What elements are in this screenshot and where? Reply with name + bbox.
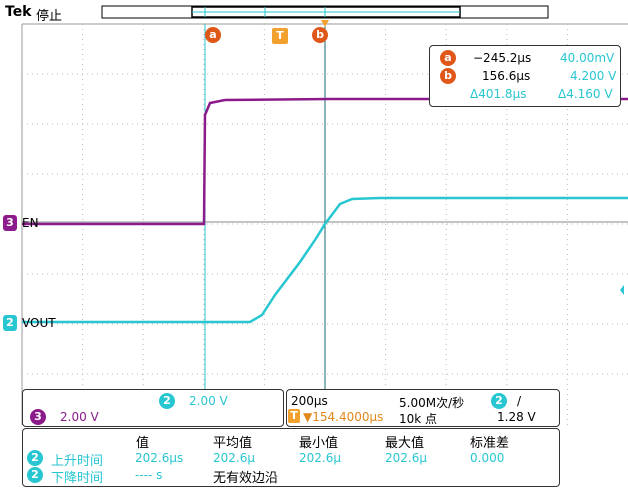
ch3-waveform	[22, 97, 628, 226]
cursor-a-value: 40.00mV	[560, 51, 615, 65]
ch2-waveform	[22, 196, 628, 324]
meas-fall-note: 无有效边沿	[213, 471, 279, 486]
cursor-b-icon: b	[440, 68, 456, 84]
cursor-delta-time: Δ401.8µs	[470, 87, 527, 101]
cursor-delta-value: Δ4.160 V	[558, 87, 613, 101]
cursor-a-marker[interactable]: a	[205, 27, 221, 43]
measurement-panel[interactable]: 值 平均值 最小值 最大值 标准差 2 上升时间 202.6µs 202.6µ …	[22, 428, 560, 487]
meas-row2-icon: 2	[27, 467, 43, 483]
meas-header-value: 值	[136, 436, 150, 451]
cursor-a-time: −245.2µs	[473, 51, 532, 65]
ch3-scale: 2.00 V	[60, 410, 99, 424]
meas-header-min: 最小值	[299, 436, 339, 451]
meas-rise-max: 202.6µ	[385, 451, 427, 465]
trigger-level-marker	[620, 285, 624, 295]
ch3-label: EN	[22, 216, 39, 230]
trigger-slope: /	[517, 394, 522, 408]
timebase: 200µs	[291, 394, 328, 408]
meas-rise-mean: 202.6µ	[213, 451, 255, 465]
cursor-readout-panel: a −245.2µs 40.00mV b 156.6µs 4.200 V Δ40…	[429, 45, 621, 107]
record-length: 10k 点	[399, 412, 438, 426]
cursor-b-value: 4.200 V	[570, 69, 617, 83]
meas-header-mean: 平均值	[213, 436, 253, 451]
meas-header-max: 最大值	[385, 436, 425, 451]
trigger-position-marker	[321, 20, 329, 27]
meas-rise-min: 202.6µ	[299, 451, 341, 465]
brand-logo: Tek	[5, 4, 32, 20]
trigger-level: 1.28 V	[497, 410, 536, 424]
ch3-indicator[interactable]: 3	[3, 215, 17, 231]
ch2-label: VOUT	[22, 316, 56, 330]
horizontal-settings-panel[interactable]: 200µs 5.00M次/秒 2 / T ▼154.4000µs 10k 点 1…	[286, 389, 560, 427]
sample-rate: 5.00M次/秒	[399, 396, 465, 410]
trigger-pos-icon: T	[288, 409, 300, 423]
meas-header-std: 标准差	[470, 436, 510, 451]
meas-fall-value: ---- s	[135, 468, 163, 482]
meas-fall-name: 下降时间	[51, 471, 104, 486]
cursor-b-time: 156.6µs	[482, 69, 531, 83]
trigger-position: ▼154.4000µs	[303, 410, 384, 424]
trigger-marker-label[interactable]: T	[272, 28, 288, 44]
trigger-source-icon: 2	[491, 393, 507, 409]
cursor-a-icon: a	[440, 50, 456, 66]
meas-rise-name: 上升时间	[51, 454, 104, 469]
ch2-scale-icon: 2	[159, 393, 175, 409]
run-state: 停止	[36, 9, 63, 24]
meas-rise-value: 202.6µs	[135, 451, 184, 465]
meas-row1-icon: 2	[27, 450, 43, 466]
ch3-scale-icon: 3	[30, 409, 46, 425]
ch2-scale: 2.00 V	[189, 394, 228, 408]
vertical-settings-panel[interactable]: 2 2.00 V 3 2.00 V	[22, 389, 284, 427]
meas-rise-std: 0.000	[470, 451, 505, 465]
ch2-indicator[interactable]: 2	[3, 315, 17, 331]
cursor-b-marker[interactable]: b	[312, 27, 328, 43]
